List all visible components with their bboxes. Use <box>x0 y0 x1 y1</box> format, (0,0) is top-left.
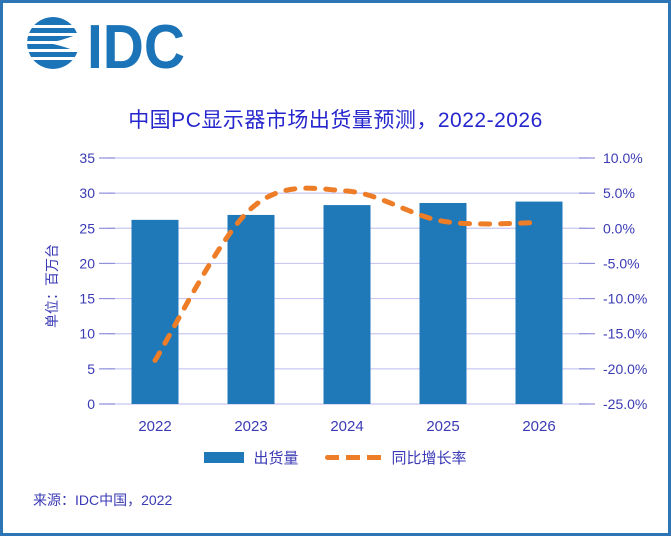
left-axis-tick-label: 10 <box>79 326 95 342</box>
chart-title: 中国PC显示器市场出货量预测，2022-2026 <box>128 109 543 132</box>
left-axis-tick-label: 20 <box>79 255 95 271</box>
bar-2026 <box>515 201 563 404</box>
x-axis-label: 2023 <box>234 418 267 433</box>
left-axis-tick-label: 30 <box>79 185 95 201</box>
left-axis-title: 单位：百万台 <box>44 244 60 328</box>
source-note: 来源：IDC中国，2022 <box>33 492 173 508</box>
x-axis-label: 2024 <box>330 418 363 433</box>
right-axis-tick-label: -10.0% <box>603 291 647 307</box>
bar-2023 <box>227 214 275 404</box>
bar-2022 <box>131 219 179 404</box>
idc-globe-icon: IDC <box>27 13 185 82</box>
bar-2024 <box>323 205 371 404</box>
shipment-forecast-chart: 35 10.0% 30 5.0% 25 0.0% 20 -5.0% 15 -10.0% 10 -15.… <box>43 151 653 433</box>
left-axis-tick-label: 0 <box>87 396 95 412</box>
right-axis-tick-label: 10.0% <box>603 151 643 166</box>
right-axis-tick-label: -5.0% <box>603 255 640 271</box>
right-axis-tick-label: -20.0% <box>603 361 647 377</box>
legend-item-growth: 同比增长率 <box>324 447 467 468</box>
right-axis-tick-label: -15.0% <box>603 326 647 342</box>
legend-item-shipments: 出货量 <box>204 447 299 468</box>
shipments-bar-swatch <box>204 452 245 463</box>
growth-legend-label: 同比增长率 <box>391 450 467 467</box>
left-axis-tick-label: 15 <box>79 291 95 307</box>
idc-logo-text: IDC <box>87 17 185 71</box>
shipments-legend-label: 出货量 <box>253 450 299 467</box>
idc-logo: IDC <box>27 13 197 82</box>
left-axis-tick-label: 35 <box>79 151 95 166</box>
chart-canvas: 35 10.0% 30 5.0% 25 0.0% 20 -5.0% 15 -10.0% 10 -15.… <box>44 151 647 433</box>
left-axis-tick-label: 25 <box>79 220 95 236</box>
growth-rate-line <box>152 185 542 363</box>
x-axis-label: 2026 <box>522 418 555 433</box>
x-axis-label: 2022 <box>138 418 171 433</box>
right-axis-tick-label: -25.0% <box>603 396 647 412</box>
right-axis-tick-label: 0.0% <box>603 220 635 236</box>
right-axis-tick-label: 5.0% <box>603 185 635 201</box>
chart-legend: 出货量 同比增长率 <box>3 447 668 468</box>
x-axis-label: 2025 <box>426 418 459 433</box>
growth-line-swatch <box>324 455 383 460</box>
left-axis-tick-label: 5 <box>87 361 95 377</box>
bar-2025 <box>419 202 467 404</box>
